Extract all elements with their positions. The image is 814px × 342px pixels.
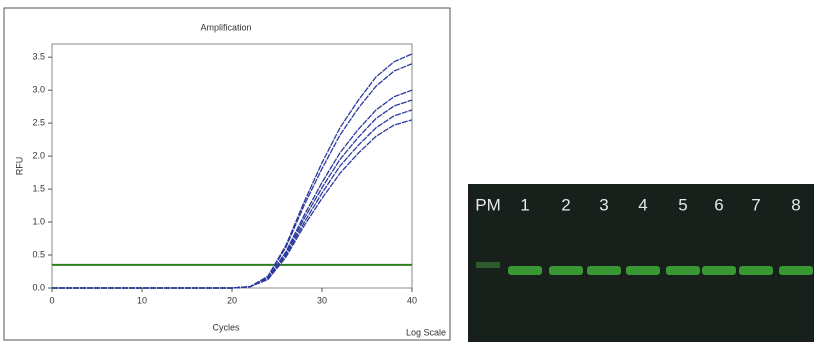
x-axis-label: Cycles <box>212 322 240 332</box>
figure: Amplification Cycles RFU Log Scale 0.0 0.… <box>0 0 814 342</box>
y-axis-label: RFU <box>14 157 24 176</box>
x-tick-label: 20 <box>227 295 237 305</box>
gel-band <box>739 266 773 275</box>
plot-area <box>52 44 412 288</box>
gel-band <box>508 266 542 275</box>
gel-band <box>626 266 660 275</box>
lane-label: 7 <box>751 195 760 214</box>
gel-band <box>702 266 736 275</box>
x-tick-label: 40 <box>407 295 417 305</box>
lane-label: 2 <box>561 195 570 214</box>
gel-band <box>666 266 700 275</box>
y-tick-label: 3.0 <box>32 85 45 95</box>
ladder-band <box>476 262 500 268</box>
gel-band <box>549 266 583 275</box>
y-tick-label: 1.5 <box>32 183 45 193</box>
y-tick-label: 3.5 <box>32 52 45 62</box>
annotation: Log Scale <box>406 327 446 337</box>
gel-band <box>587 266 621 275</box>
y-tick-label: 2.5 <box>32 118 45 128</box>
x-tick-label: 30 <box>317 295 327 305</box>
lane-label: 6 <box>714 195 723 214</box>
y-tick-label: 0.5 <box>32 249 45 259</box>
lane-label: 8 <box>791 195 800 214</box>
x-tick-label: 0 <box>49 295 54 305</box>
y-tick-label: 2.0 <box>32 150 45 160</box>
lane-label: 5 <box>678 195 687 214</box>
lane-label: PM <box>475 195 501 214</box>
x-tick-label: 10 <box>137 295 147 305</box>
page: Amplification Cycles RFU Log Scale 0.0 0.… <box>0 0 814 342</box>
y-tick-label: 0.0 <box>32 282 45 292</box>
lane-label: 3 <box>599 195 608 214</box>
gel-band <box>779 266 813 275</box>
lane-label: 4 <box>638 195 647 214</box>
y-tick-label: 1.0 <box>32 216 45 226</box>
chart-title: Amplification <box>200 22 251 32</box>
lane-label: 1 <box>520 195 529 214</box>
